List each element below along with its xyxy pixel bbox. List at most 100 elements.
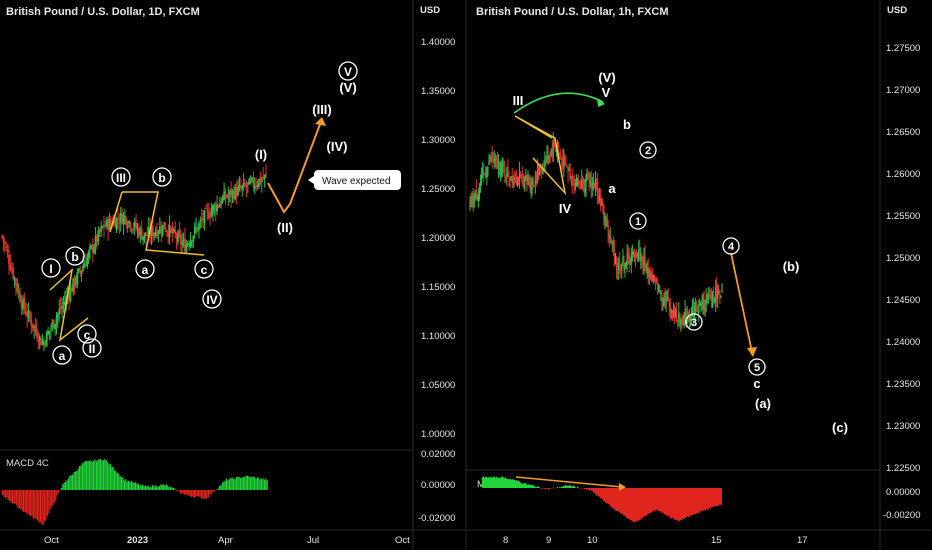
daily-macd-bar (48, 490, 50, 514)
daily-candle-body (97, 229, 100, 242)
hourly-macd-bar (567, 486, 568, 488)
hourly-candle-body (483, 171, 485, 174)
hourly-macd-bar (514, 479, 515, 488)
daily-macd-bar (224, 480, 226, 490)
hourly-candle-body (710, 298, 713, 300)
hourly-candle-body (502, 163, 504, 167)
daily-candle-body (251, 177, 253, 180)
daily-macd-bar (20, 490, 22, 509)
hourly-candle-body (653, 278, 656, 280)
hourly-macd-bar (712, 488, 713, 507)
daily-candle-body (164, 228, 167, 231)
daily-macd-bar (233, 478, 235, 490)
hourly-candle-body (658, 285, 660, 292)
hourly-candle-body (579, 183, 581, 185)
hourly-candle-body (643, 258, 645, 266)
hourly-macd-bar (536, 487, 537, 488)
daily-macd-bar (147, 485, 149, 490)
daily-candle-body (248, 178, 251, 185)
daily-macd-bar (149, 487, 151, 490)
hourly-price-ticks: 1.27500 1.27000 1.26500 1.26000 1.25500 … (886, 43, 920, 474)
hourly-candle-body (644, 255, 646, 264)
daily-macd-bar (3, 490, 5, 497)
daily-macd-bar (16, 490, 18, 505)
daily-candle-body (1, 235, 3, 237)
hourly-wave-a: a (608, 181, 616, 196)
hourly-macd-bar (564, 485, 565, 488)
daily-macd-bar (17, 490, 19, 509)
hourly-macd-bar (647, 488, 648, 515)
daily-candle-body (83, 264, 86, 268)
daily-candle-body (94, 235, 97, 247)
hourly-macd-bar (487, 478, 488, 488)
hourly-candle-body (549, 155, 551, 158)
hourly-macd-bar (674, 488, 675, 520)
hourly-candle-body (520, 171, 522, 174)
hourly-candle-body (621, 264, 623, 269)
daily-candle-body (256, 184, 259, 187)
hourly-candle-body (517, 178, 520, 184)
hourly-macd-bar (495, 478, 496, 488)
daily-candle-body (73, 277, 76, 287)
daily-macd-bar (265, 478, 267, 490)
hourly-macd-bar (668, 488, 669, 517)
daily-candle-body (75, 281, 77, 285)
daily-candle-body (15, 278, 17, 286)
hourly-macd-bar (483, 476, 484, 488)
daily-macd-bar (129, 482, 131, 490)
hourly-candle-body (617, 267, 619, 270)
hourly-macd-bar (577, 486, 578, 488)
hourly-candle-body (706, 297, 708, 299)
hourly-time-tick-10: 10 (587, 535, 598, 546)
hourly-macd-bar (646, 488, 647, 516)
hourly-candle-body (679, 312, 681, 324)
hourly-macd-bar (590, 488, 591, 490)
daily-macd-bar (112, 466, 114, 490)
daily-candle-body (72, 278, 75, 292)
hourly-candle-body (719, 294, 721, 299)
hourly-macd-bar (625, 488, 626, 517)
hourly-macd-bar (605, 488, 606, 503)
daily-macd-bar (128, 480, 130, 490)
daily-projection-arrowhead (315, 117, 326, 126)
hourly-candle-body (704, 307, 706, 311)
hourly-macd-bar (491, 477, 492, 488)
hourly-tick-1.265: 1.26500 (886, 127, 920, 138)
hourly-candle-body (591, 182, 593, 189)
hourly-macd-bar (621, 488, 622, 514)
daily-candle-body (230, 188, 232, 198)
daily-candle-body (163, 222, 165, 230)
daily-candle-body (132, 227, 135, 229)
daily-candle-body (124, 216, 126, 218)
daily-wave-IV: IV (206, 293, 217, 307)
hourly-candle-body (602, 200, 604, 206)
daily-candle-body (238, 185, 241, 187)
daily-macd-bar (83, 462, 85, 490)
hourly-candle-body (672, 305, 675, 314)
daily-candle-body (29, 313, 31, 319)
hourly-candle-body (489, 161, 491, 163)
hourly-macd-bar (641, 488, 642, 518)
daily-tick-1.05000: 1.05000 (421, 380, 455, 391)
daily-macd-bar (114, 470, 116, 490)
daily-macd-bar (248, 476, 250, 490)
hourly-macd-bar (509, 478, 510, 488)
hourly-wave-(a): (a) (755, 396, 771, 411)
hourly-macd-bar (563, 485, 564, 488)
hourly-time-ticks: 8 9 10 15 17 (503, 535, 808, 546)
daily-time-ticks: Oct 2023 Apr Jul Oct (44, 535, 410, 546)
daily-price-ticks: 1.40000 1.35000 1.30000 1.25000 1.20000 … (421, 37, 455, 440)
hourly-macd-bar (535, 487, 536, 488)
daily-macd-bar (67, 478, 69, 490)
hourly-candle-body (624, 265, 626, 271)
daily-candle-body (36, 329, 38, 338)
hourly-candle-body (524, 176, 526, 190)
daily-macd-bar (45, 490, 47, 520)
daily-macd-bar (240, 478, 242, 490)
hourly-macd-bar (507, 478, 508, 488)
hourly-macd-bar (676, 488, 677, 521)
hourly-macd-bar (681, 488, 682, 521)
hourly-candle-body (473, 195, 475, 207)
hourly-candle-body (610, 238, 612, 244)
daily-candle-body (54, 324, 56, 330)
